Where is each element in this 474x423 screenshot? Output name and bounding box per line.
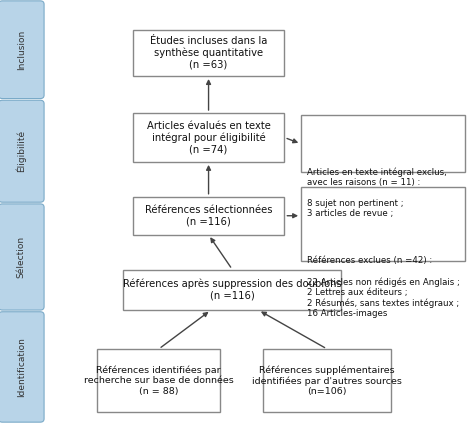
FancyBboxPatch shape: [301, 115, 465, 173]
FancyBboxPatch shape: [0, 204, 44, 310]
FancyBboxPatch shape: [133, 113, 284, 162]
Text: Identification: Identification: [17, 337, 26, 397]
Text: Études incluses dans la
synthèse quantitative
(n =63): Études incluses dans la synthèse quantit…: [150, 36, 267, 70]
FancyBboxPatch shape: [0, 100, 44, 202]
Text: Références exclues (n =42) :

22 Articles non rédigés en Anglais ;
2 Lettres aux: Références exclues (n =42) : 22 Articles…: [307, 256, 460, 319]
FancyBboxPatch shape: [133, 197, 284, 235]
FancyBboxPatch shape: [0, 1, 44, 99]
FancyBboxPatch shape: [0, 312, 44, 422]
FancyBboxPatch shape: [123, 270, 341, 310]
Text: Références après suppression des doublons
(n =116): Références après suppression des doublon…: [123, 279, 342, 301]
Text: Références identifiées par
recherche sur base de données
(n = 88): Références identifiées par recherche sur…: [84, 365, 234, 396]
FancyBboxPatch shape: [133, 30, 284, 76]
Text: Articles évalués en texte
intégral pour éligibilité
(n =74): Articles évalués en texte intégral pour …: [146, 121, 271, 154]
Text: Inclusion: Inclusion: [17, 30, 26, 70]
FancyBboxPatch shape: [263, 349, 391, 412]
Text: Articles en texte intégral exclus,
avec les raisons (n = 11) :

8 sujet non pert: Articles en texte intégral exclus, avec …: [307, 167, 447, 218]
FancyBboxPatch shape: [97, 349, 220, 412]
FancyBboxPatch shape: [301, 187, 465, 261]
Text: Éligibilité: Éligibilité: [16, 130, 27, 172]
Text: Références sélectionnées
(n =116): Références sélectionnées (n =116): [145, 205, 272, 227]
Text: Sélection: Sélection: [17, 236, 26, 278]
Text: Références supplémentaires
identifiées par d'autres sources
(n=106): Références supplémentaires identifiées p…: [252, 365, 402, 396]
